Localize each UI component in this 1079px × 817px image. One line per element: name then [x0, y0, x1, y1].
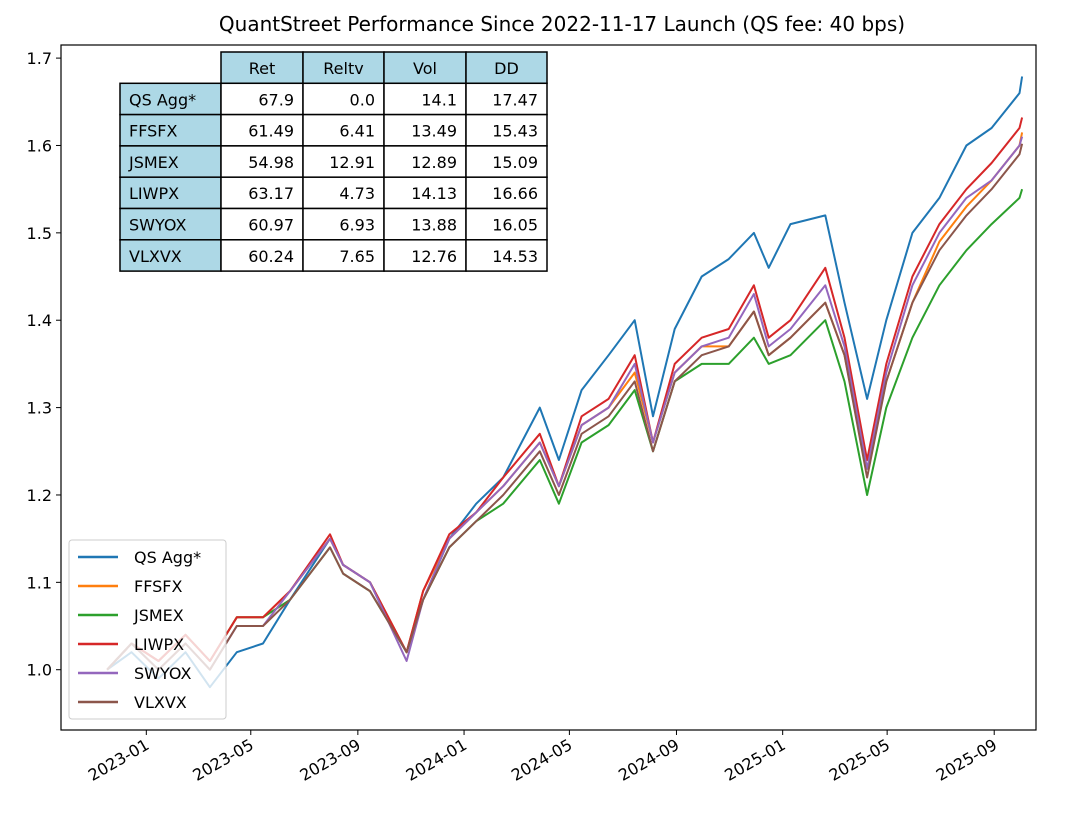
table-cell-value: 14.1 [421, 90, 457, 109]
table-row-label: FFSFX [129, 122, 177, 141]
table-header-label: Vol [413, 59, 437, 78]
table-cell-value: 54.98 [248, 153, 294, 172]
table-cell-value: 12.91 [329, 153, 375, 172]
table-cell-value: 60.24 [248, 247, 294, 266]
table-cell [465, 176, 548, 210]
table-cell [220, 82, 304, 116]
table-header-label: Reltv [323, 59, 363, 78]
table-row-label-cell [119, 82, 222, 116]
table-cell [302, 239, 385, 272]
table-cell [383, 145, 467, 178]
y-tick-label: 1.1 [27, 573, 52, 592]
y-tick-label: 1.0 [27, 661, 52, 680]
y-tick-label: 1.5 [27, 224, 52, 243]
table-cell [220, 239, 304, 272]
table-cell [383, 207, 467, 241]
axes-frame [60, 44, 1037, 731]
table-cell-value: 6.93 [339, 216, 375, 235]
table-header-label: Ret [249, 59, 276, 78]
x-tick-label: 2023-05 [189, 735, 256, 785]
table-cell-value: 63.17 [248, 184, 294, 203]
table-cell-value: 13.49 [411, 122, 457, 141]
series-lines [106, 76, 1024, 689]
legend-label: SWYOX [134, 664, 191, 683]
table-cell-value: 6.41 [339, 122, 375, 141]
y-tick-label: 1.2 [27, 486, 52, 505]
table-cell-value: 14.13 [411, 184, 457, 203]
legend-label: VLXVX [134, 693, 187, 712]
table-cell-value: 67.9 [258, 90, 294, 109]
series-line-jsmex [106, 188, 1024, 671]
table-cell-value: 61.49 [248, 122, 294, 141]
table-cell-value: 16.05 [492, 216, 538, 235]
y-axis: 1.0 1.1 1.2 1.3 1.4 1.5 1.6 1.7 [27, 49, 61, 680]
table-cell-value: 14.53 [492, 247, 538, 266]
table-cell-value: 13.88 [411, 216, 457, 235]
series-line-qsagg [106, 76, 1024, 689]
x-tick-label: 2024-01 [403, 735, 470, 785]
table-cell [302, 113, 385, 147]
table-cell [302, 145, 385, 178]
legend: QS Agg* FFSFX JSMEX LIWPX SWYOX VLXVX [68, 539, 227, 720]
legend-label: JSMEX [133, 606, 184, 625]
series-line-vlxvx [106, 143, 1024, 671]
legend-label: QS Agg* [134, 548, 201, 567]
table-cell [383, 82, 467, 116]
legend-label: FFSFX [134, 577, 182, 596]
series-line-liwpx [106, 117, 1024, 671]
table-cell [302, 82, 385, 116]
x-tick-label: 2024-09 [615, 735, 682, 785]
table-cell [302, 207, 385, 241]
table-cell [465, 113, 548, 147]
table-cell-value: 7.65 [339, 247, 375, 266]
table-cell-value: 60.97 [248, 216, 294, 235]
table-header-label: DD [494, 59, 519, 78]
y-tick-label: 1.7 [27, 49, 52, 68]
table-row-label: LIWPX [129, 184, 179, 203]
table-cell-value: 0.0 [350, 90, 375, 109]
table-cell-value: 12.89 [411, 153, 457, 172]
table-cell [383, 113, 467, 147]
table-cell [383, 176, 467, 210]
table-row-label-cell [119, 239, 222, 272]
table-row-label: QS Agg* [129, 90, 196, 109]
table-row-label-cell [119, 113, 222, 147]
table-cell-value: 4.73 [339, 184, 375, 203]
x-axis: 2023-01 2023-05 2023-09 2024-01 2024-05 2024-… [85, 730, 1000, 785]
table-row-label: JSMEX [128, 153, 179, 172]
table-cell-value: 17.47 [492, 90, 538, 109]
table-cell [465, 239, 548, 272]
x-tick-label: 2024-05 [508, 735, 575, 785]
chart-title: QuantStreet Performance Since 2022-11-17… [219, 12, 905, 36]
x-tick-label: 2023-01 [85, 735, 152, 785]
table-cell-value: 16.66 [492, 184, 538, 203]
x-tick-label: 2025-05 [826, 735, 893, 785]
table-cell [383, 239, 467, 272]
table-cell-value: 15.09 [492, 153, 538, 172]
x-tick-label: 2025-01 [721, 735, 788, 785]
table-row-label: SWYOX [129, 216, 186, 235]
table-cell-value: 15.43 [492, 122, 538, 141]
x-tick-label: 2025-09 [933, 735, 1000, 785]
y-tick-label: 1.3 [27, 399, 52, 418]
x-tick-label: 2023-09 [296, 735, 363, 785]
series-line-swyox [106, 136, 1024, 671]
table-row-label: VLXVX [129, 247, 182, 266]
legend-label: LIWPX [134, 635, 184, 654]
y-tick-label: 1.4 [27, 311, 52, 330]
table-cell-value: 12.76 [411, 247, 457, 266]
table-cell [465, 145, 548, 178]
y-tick-label: 1.6 [27, 136, 52, 155]
stats-table: Ret Reltv Vol DD QS Agg* 67.9 0.0 14.1 17.47 FFSF… [119, 51, 548, 272]
